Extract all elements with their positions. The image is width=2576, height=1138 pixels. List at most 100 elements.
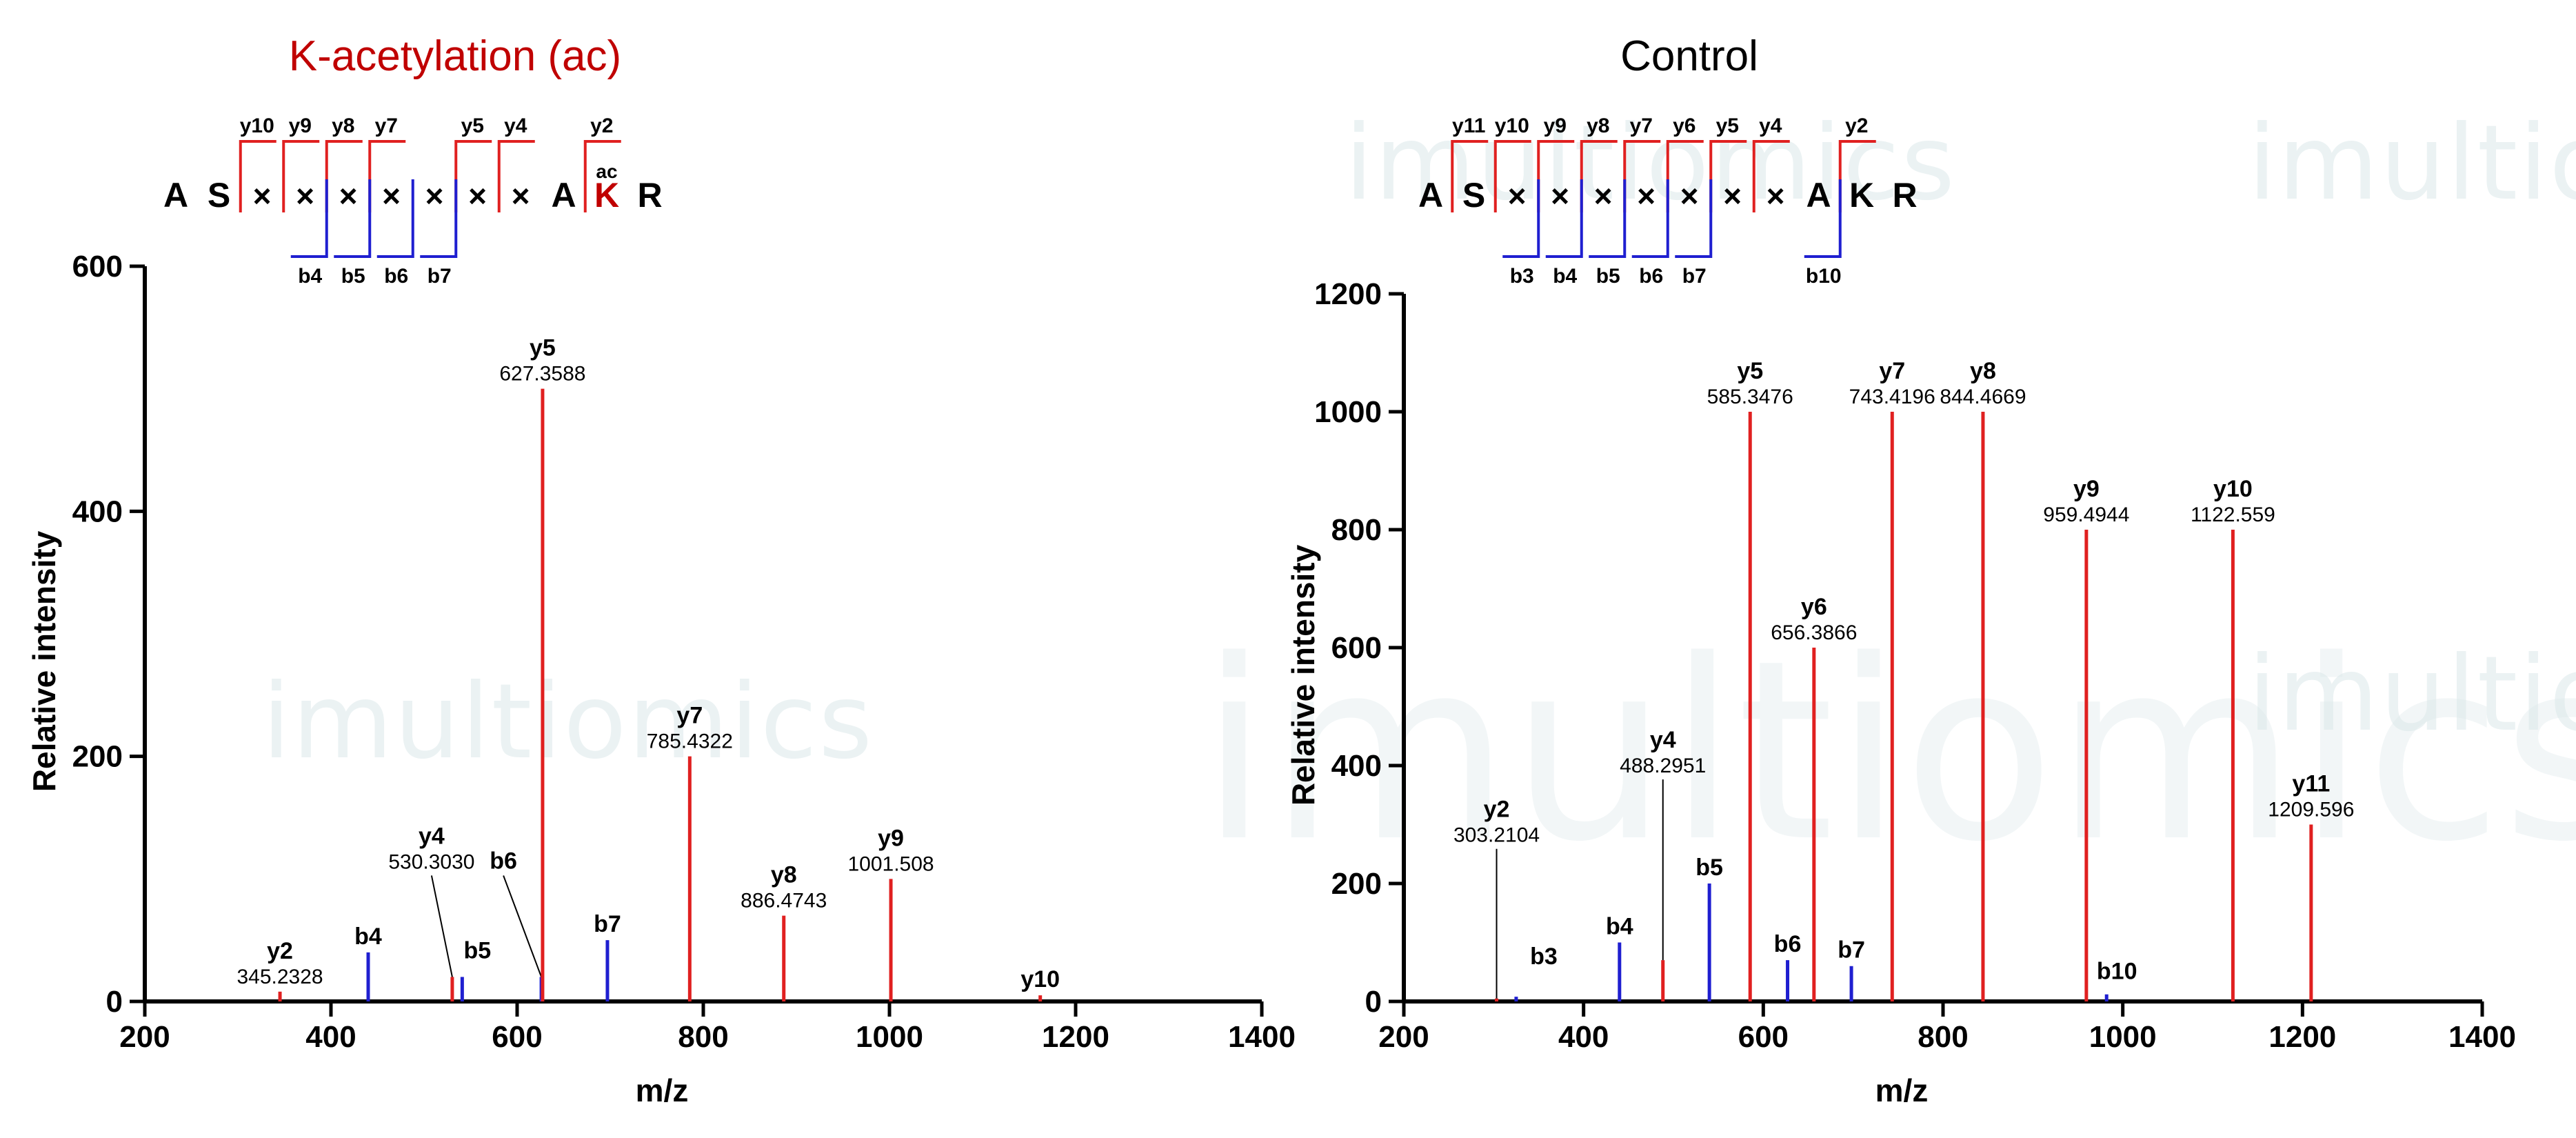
y-ion-bracket	[239, 140, 276, 212]
chart-title: K-acetylation (ac)	[289, 32, 621, 80]
b-ion-bracket	[376, 179, 414, 258]
x-tick-label: 800	[678, 1020, 728, 1054]
sequence-residue: A	[1806, 176, 1831, 214]
peak-mz-y8: 886.4743	[741, 890, 827, 912]
y-tick-label: 400	[72, 495, 123, 528]
peak-label-y5: y5	[1737, 358, 1763, 384]
peak-label-y8: y8	[1970, 358, 1996, 384]
x-axis-label: m/z	[1875, 1072, 1929, 1108]
sequence-residue: ×	[1767, 178, 1785, 214]
y-tick-label: 400	[1331, 749, 1382, 783]
peak-label-b5: b5	[464, 937, 492, 964]
peak-label-b5: b5	[1695, 855, 1723, 881]
y-axis-label: Relative intensity	[26, 530, 62, 792]
y-ion-bracket	[583, 140, 621, 212]
peak-label-y10: y10	[1020, 966, 1060, 992]
sequence-residue: R	[1892, 176, 1917, 214]
peak-mz-y2: 345.2328	[237, 966, 323, 988]
peak-leader-b6	[503, 875, 543, 977]
peak-label-b6: b6	[490, 848, 517, 874]
peak-label-y4: y4	[1650, 727, 1676, 753]
peak-mz-y5: 627.3588	[499, 363, 585, 386]
sequence-residue: ×	[296, 178, 314, 214]
sequence-residue: ×	[468, 178, 487, 214]
b-ion-bracket-label: b7	[1682, 265, 1707, 288]
sequence-residue: K	[594, 176, 619, 214]
sequence-residue: ×	[253, 178, 272, 214]
peak-mz-y4: 488.2951	[1620, 755, 1706, 777]
peak-label-y2: y2	[267, 938, 293, 964]
b-ion-bracket-label: b10	[1806, 265, 1842, 288]
y-ion-bracket-label: y10	[240, 114, 274, 137]
b-ion-bracket-label: b7	[427, 265, 452, 288]
y-tick-label: 800	[1331, 513, 1382, 547]
b-ion-bracket-label: b6	[1639, 265, 1663, 288]
peak-leader-y4	[430, 875, 453, 977]
x-tick-label: 1400	[1228, 1020, 1296, 1054]
peak-label-y7: y7	[676, 703, 703, 729]
y-tick-label: 200	[72, 740, 123, 774]
y-tick-label: 1200	[1314, 277, 1382, 311]
peak-label-b7: b7	[1838, 937, 1865, 964]
sequence-residue: ×	[1551, 178, 1569, 214]
b-ion-bracket	[1545, 179, 1583, 258]
peak-label-y5: y5	[530, 335, 556, 361]
b-ion-bracket-label: b5	[1596, 265, 1620, 288]
peak-label-b10: b10	[2097, 959, 2137, 985]
peak-label-y8: y8	[771, 862, 797, 888]
modification-label: ac	[596, 161, 617, 182]
x-tick-label: 400	[1558, 1020, 1609, 1054]
x-tick-label: 1200	[2268, 1020, 2336, 1054]
sequence-residue: ×	[1594, 178, 1613, 214]
sequence-residue: R	[637, 176, 662, 214]
b-ion-bracket-label: b4	[1553, 265, 1577, 288]
y-ion-bracket-label: y8	[1587, 114, 1609, 137]
y-ion-bracket-label: y2	[590, 114, 613, 137]
sequence-residue: ×	[339, 178, 358, 214]
peak-label-b3: b3	[1530, 944, 1558, 970]
chart-panel-1: K-acetylation (ac) 200 400 600 800 1000 1200 14…	[26, 32, 1296, 1108]
x-tick-label: 600	[1738, 1020, 1789, 1054]
sequence-residue: ×	[425, 178, 444, 214]
peak-label-b7: b7	[594, 911, 621, 937]
peak-mz-y5: 585.3476	[1707, 386, 1793, 408]
y-ion-bracket-label: y10	[1495, 114, 1529, 137]
peak-mz-y9: 959.4944	[2043, 503, 2129, 526]
y-ion-bracket	[1451, 140, 1489, 212]
y-ion-bracket-label: y9	[289, 114, 312, 137]
sequence-residue: ×	[1680, 178, 1699, 214]
y-ion-bracket	[1752, 140, 1790, 212]
x-tick-label: 200	[119, 1020, 170, 1054]
peak-mz-y8: 844.4669	[1940, 386, 2026, 408]
peak-label-y7: y7	[1879, 358, 1905, 384]
peak-label-y10: y10	[2213, 476, 2253, 502]
b-ion-bracket	[1631, 179, 1669, 258]
peak-label-b4: b4	[1606, 914, 1633, 940]
b-ion-bracket	[290, 179, 328, 258]
sequence-residue: ×	[1723, 178, 1742, 214]
x-tick-label: 1200	[1042, 1020, 1109, 1054]
x-tick-label: 1400	[2448, 1020, 2516, 1054]
sequence-residue: ×	[512, 178, 530, 214]
sequence-residue: ×	[382, 178, 401, 214]
y-tick-label: 600	[72, 250, 123, 283]
b-ion-bracket-label: b5	[341, 265, 365, 288]
peak-label-y11: y11	[2292, 771, 2330, 797]
y-ion-bracket-label: y6	[1673, 114, 1695, 137]
y-axis-label: Relative intensity	[1285, 544, 1321, 806]
peak-label-y9: y9	[878, 825, 904, 851]
peak-label-y6: y6	[1801, 594, 1827, 620]
b-ion-bracket	[1675, 179, 1713, 258]
b-ion-bracket	[334, 179, 372, 258]
x-tick-label: 600	[492, 1020, 542, 1054]
y-ion-bracket-label: y2	[1845, 114, 1868, 137]
watermark-logo-top: imultiomics	[1345, 103, 1957, 223]
y-ion-bracket-label: y5	[461, 114, 484, 137]
y-ion-bracket-label: y9	[1544, 114, 1567, 137]
peak-mz-y11: 1209.596	[2268, 799, 2354, 821]
y-tick-label: 0	[1365, 985, 1382, 1019]
peak-mz-y6: 656.3866	[1771, 621, 1857, 644]
b-ion-bracket	[1589, 179, 1627, 258]
